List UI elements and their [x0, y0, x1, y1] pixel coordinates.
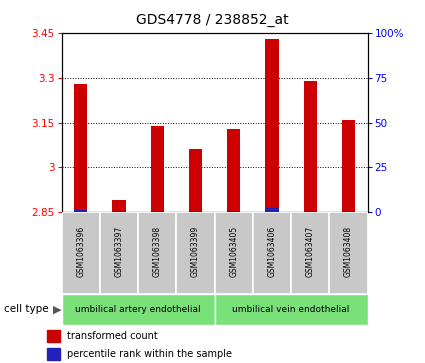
Bar	[62, 294, 215, 325]
Bar	[100, 212, 138, 294]
Bar	[47, 330, 60, 342]
Bar	[176, 212, 215, 294]
Bar	[291, 212, 329, 294]
Text: umbilical vein endothelial: umbilical vein endothelial	[232, 305, 350, 314]
Bar	[329, 212, 368, 294]
Text: GSM1063408: GSM1063408	[344, 226, 353, 277]
Text: umbilical artery endothelial: umbilical artery endothelial	[75, 305, 201, 314]
Bar	[253, 212, 291, 294]
Text: GSM1063396: GSM1063396	[76, 226, 85, 277]
Bar	[342, 211, 355, 212]
Bar	[62, 212, 100, 294]
Bar	[227, 211, 241, 212]
Bar	[265, 38, 279, 212]
Bar	[150, 126, 164, 212]
Text: GSM1063399: GSM1063399	[191, 226, 200, 277]
Bar	[265, 208, 279, 212]
Text: GSM1063397: GSM1063397	[114, 226, 124, 277]
Text: GDS4778 / 238852_at: GDS4778 / 238852_at	[136, 13, 289, 27]
Bar	[215, 212, 253, 294]
Text: GSM1063406: GSM1063406	[267, 226, 277, 277]
Bar	[47, 348, 60, 360]
Bar	[303, 81, 317, 212]
Text: cell type: cell type	[4, 305, 49, 314]
Bar	[112, 200, 126, 212]
Text: transformed count: transformed count	[67, 331, 157, 341]
Text: GSM1063405: GSM1063405	[229, 226, 238, 277]
Bar	[303, 211, 317, 212]
Bar	[227, 129, 241, 212]
Bar	[138, 212, 176, 294]
Bar	[342, 119, 355, 212]
Bar	[189, 150, 202, 212]
Text: GSM1063398: GSM1063398	[153, 226, 162, 277]
Bar	[74, 210, 88, 212]
Text: ▶: ▶	[53, 305, 62, 314]
Text: percentile rank within the sample: percentile rank within the sample	[67, 349, 232, 359]
Text: GSM1063407: GSM1063407	[306, 226, 315, 277]
Bar	[215, 294, 368, 325]
Bar	[74, 83, 88, 212]
